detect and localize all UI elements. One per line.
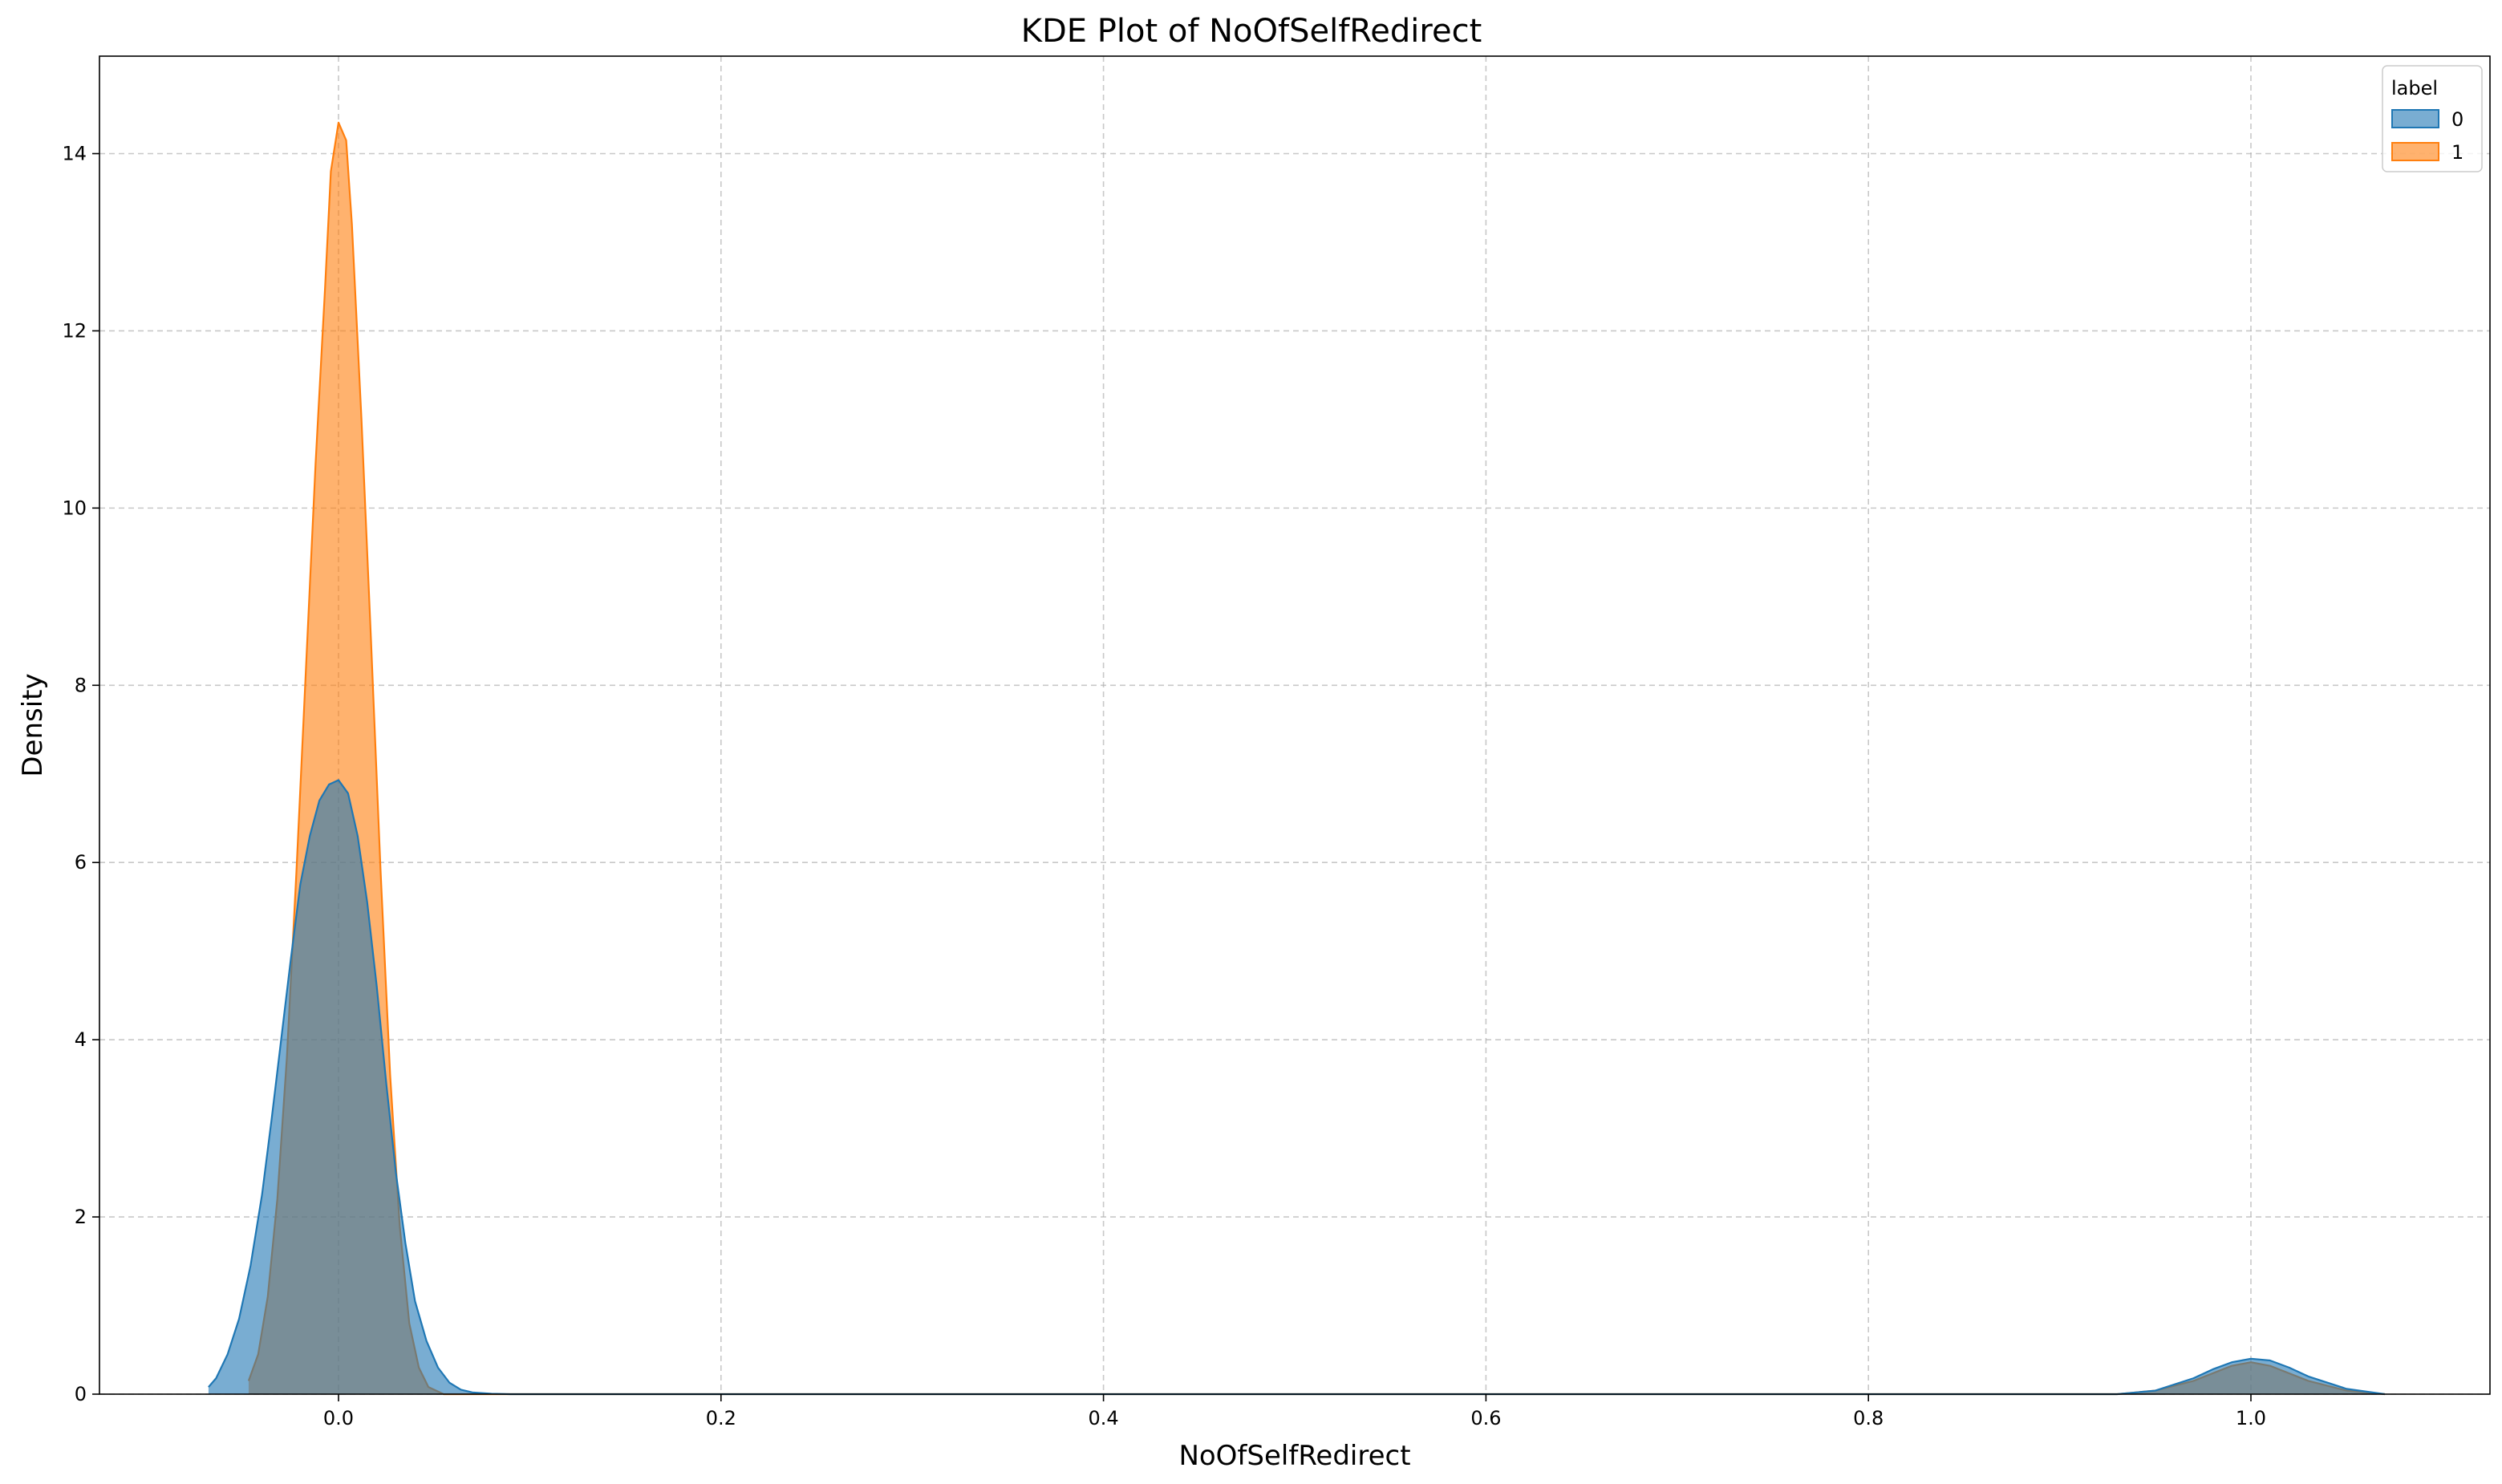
y-tick-label: 10	[62, 497, 87, 519]
x-tick-label: 0.0	[323, 1407, 354, 1429]
legend-label-1: 1	[2451, 141, 2463, 164]
grid-lines	[99, 56, 2490, 1395]
y-tick-label: 8	[75, 674, 87, 696]
x-axis: 0.0 0.2 0.4 0.6 0.8 1.0	[323, 1394, 2266, 1429]
plot-frame	[99, 55, 2491, 1395]
y-tick-label: 2	[75, 1206, 87, 1228]
kde-series-0	[208, 779, 2386, 1396]
y-tick-label: 14	[62, 143, 87, 165]
y-axis-label: Density	[17, 673, 49, 776]
series-layer	[208, 121, 2386, 1396]
y-tick-label: 0	[75, 1383, 87, 1405]
x-tick-label: 0.8	[1853, 1407, 1884, 1429]
legend: label 0 1	[2382, 65, 2483, 172]
plot-background	[99, 56, 2490, 1394]
y-axis: 0 2 4 6 8 10 12 14	[62, 143, 99, 1405]
legend-title: label	[2391, 77, 2438, 99]
plot-area	[99, 55, 2491, 1396]
x-axis-label: NoOfSelfRedirect	[1178, 1440, 1410, 1472]
y-tick-label: 4	[75, 1028, 87, 1051]
legend-label-0: 0	[2451, 108, 2463, 131]
y-tick-label: 12	[62, 319, 87, 342]
legend-swatch-1	[2391, 142, 2439, 161]
kde-line-0	[208, 779, 2386, 1396]
x-tick-label: 1.0	[2236, 1407, 2266, 1429]
chart-title: KDE Plot of NoOfSelfRedirect	[1021, 13, 1482, 50]
x-tick-label: 0.2	[706, 1407, 736, 1429]
x-tick-label: 0.6	[1470, 1407, 1501, 1429]
legend-swatch-0	[2391, 109, 2439, 128]
y-tick-label: 6	[75, 851, 87, 874]
x-tick-label: 0.4	[1089, 1407, 1119, 1429]
